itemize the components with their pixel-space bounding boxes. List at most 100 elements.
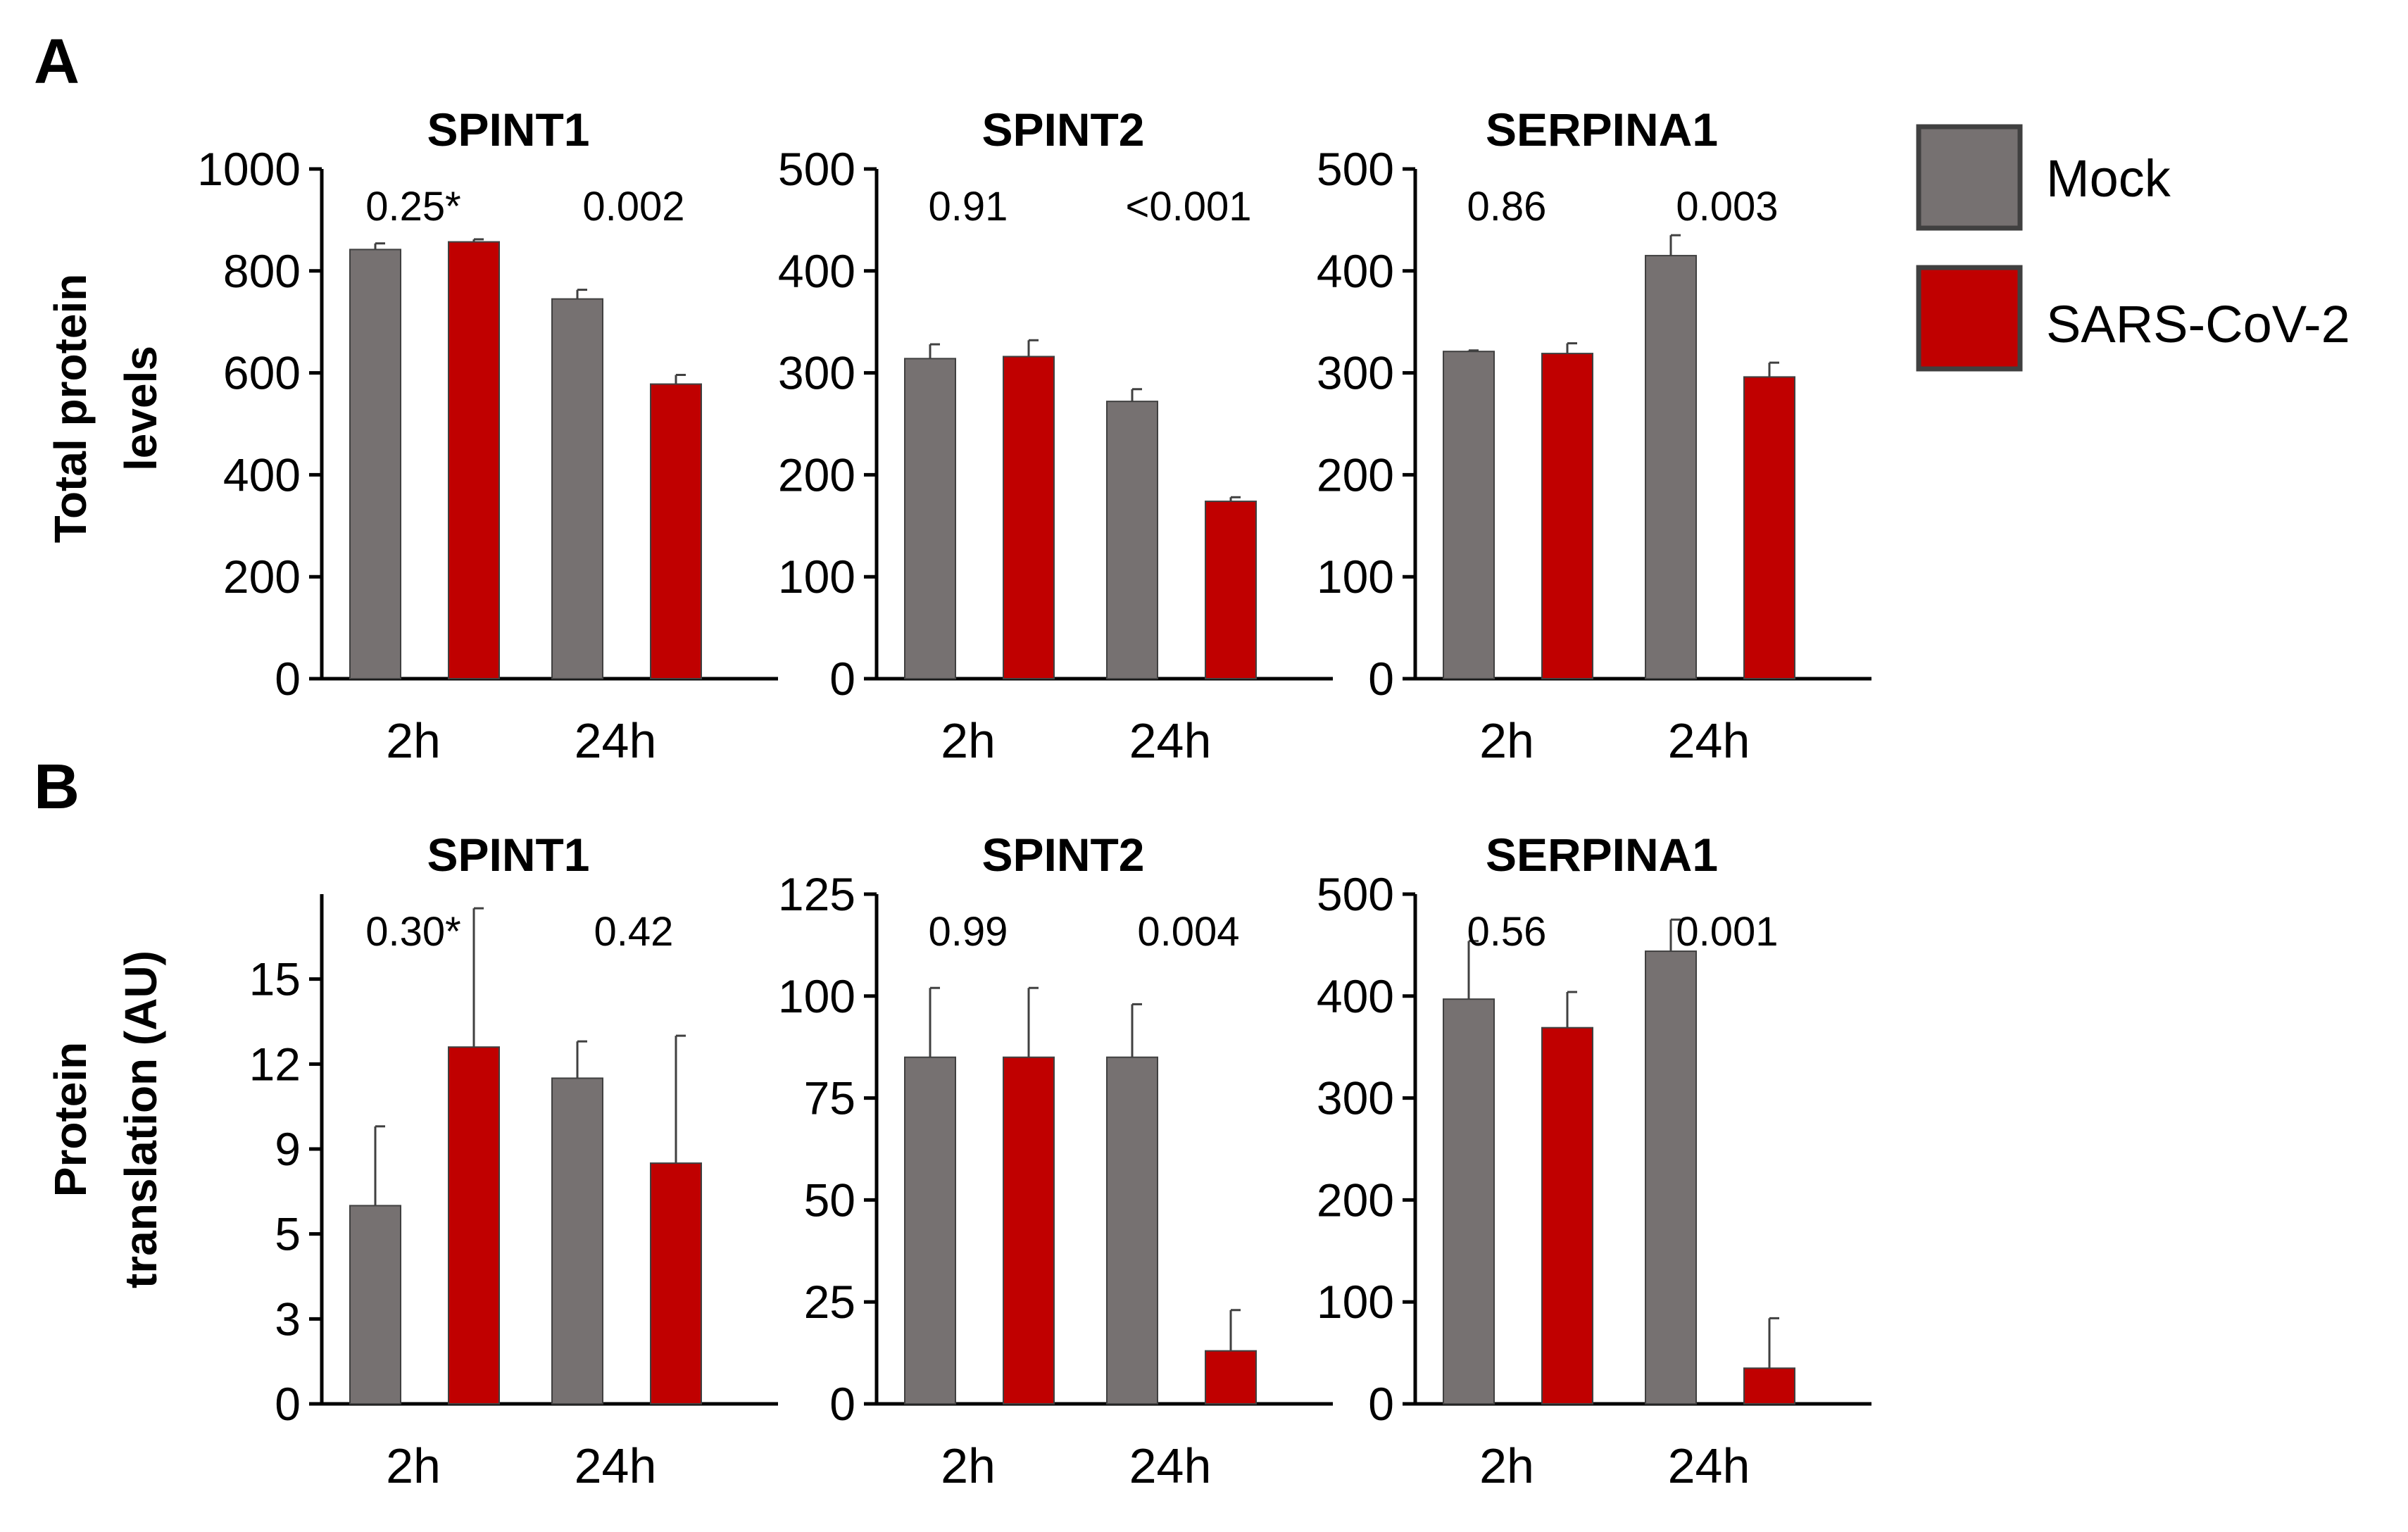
bar-mock-24h: [1645, 255, 1697, 679]
y-tick-label: 600: [223, 347, 301, 399]
bar-sars-2h: [1541, 1026, 1593, 1405]
bar-mock-2h: [349, 249, 401, 679]
y-tick-label: 500: [1317, 868, 1394, 920]
y-tick-label: 9: [275, 1123, 301, 1175]
panel-letter-b: B: [34, 752, 80, 822]
chart-a3: SERPINA1 0 100 200 300 400 500 2h 0.86 24h 0.003: [1317, 103, 1871, 768]
p-value-label: 0.91: [929, 184, 1008, 230]
y-tick-label: 500: [1317, 143, 1394, 195]
y-tick-label: 0: [275, 1378, 301, 1430]
ylabel-a-line1: Total protein: [45, 274, 96, 544]
chart-b3: SERPINA1 0 100 200 300 400 500 2h 0.56 24h 0.001: [1317, 829, 1871, 1493]
p-value-label: 0.56: [1467, 909, 1547, 955]
y-tick-label: 5: [275, 1208, 301, 1260]
x-category-label: 2h: [1479, 1438, 1534, 1493]
p-value-label: 0.99: [929, 909, 1008, 955]
x-category-label: 2h: [941, 713, 996, 768]
legend-swatch-mock: [1916, 124, 2023, 231]
bar-mock-2h: [904, 1056, 956, 1405]
bar-sars-2h: [1541, 353, 1593, 679]
bar-sars-2h: [1003, 1056, 1055, 1405]
bar-mock-2h: [904, 358, 956, 679]
y-tick-label: 400: [1317, 970, 1394, 1022]
y-tick-label: 200: [223, 551, 301, 603]
y-tick-label: 200: [1317, 1174, 1394, 1226]
p-value-label: 0.002: [582, 184, 684, 230]
bar-sars-2h: [448, 241, 500, 680]
y-tick-label: 100: [778, 551, 855, 603]
p-value-label: 0.001: [1676, 909, 1778, 955]
x-category-label: 2h: [1479, 713, 1534, 768]
bar-sars-2h: [1003, 356, 1055, 679]
y-tick-label: 0: [275, 653, 301, 705]
ylabel-b-line1: Protein: [45, 1042, 96, 1197]
x-category-label: 24h: [1668, 1438, 1750, 1493]
y-tick-label: 12: [249, 1038, 301, 1090]
bar-sars-24h: [650, 383, 702, 679]
y-tick-label: 0: [829, 653, 855, 705]
chart-title: SERPINA1: [1486, 103, 1718, 156]
bar-sars-24h: [1743, 1367, 1795, 1405]
chart-title: SPINT1: [427, 103, 589, 156]
legend-label-sars: SARS-CoV-2: [2046, 295, 2350, 353]
y-tick-label: 300: [1317, 347, 1394, 399]
bar-mock-24h: [551, 1077, 603, 1405]
chart-a2: SPINT2 0 100 200 300 400 500 2h 0.91 24h <0.001: [778, 103, 1333, 768]
bar-mock-2h: [349, 1205, 401, 1405]
bar-sars-24h: [650, 1162, 702, 1405]
y-tick-label: 1000: [197, 143, 301, 195]
bar-sars-24h: [1205, 1350, 1257, 1405]
y-tick-label: 3: [275, 1293, 301, 1345]
x-category-label: 2h: [386, 1438, 441, 1493]
bar-mock-24h: [1106, 401, 1158, 679]
chart-a1: SPINT1 0 200 400 600 800 1000 2h 0.25* 24h 0.002: [197, 103, 778, 768]
p-value-label: <0.001: [1125, 184, 1251, 230]
bar-mock-24h: [551, 298, 603, 679]
y-tick-label: 400: [223, 448, 301, 501]
ylabel-b-line2: translation (AU): [115, 950, 166, 1288]
bar-mock-24h: [1645, 950, 1697, 1405]
y-tick-label: 300: [778, 347, 855, 399]
charts: SPINT1020040060080010002h0.25*24h0.002SP…: [197, 103, 1871, 1493]
chart-b2: SPINT2 0 25 50 75 100 125 2h 0.99 24h 0.004: [778, 829, 1333, 1493]
p-value-label: 0.30*: [365, 909, 460, 955]
bar-sars-24h: [1205, 501, 1257, 679]
y-tick-label: 0: [829, 1378, 855, 1430]
y-tick-label: 200: [778, 448, 855, 501]
y-tick-label: 100: [1317, 551, 1394, 603]
x-category-label: 24h: [575, 1438, 657, 1493]
y-tick-label: 50: [804, 1174, 855, 1226]
p-value-label: 0.86: [1467, 184, 1547, 230]
y-tick-label: 200: [1317, 448, 1394, 501]
chart-b1: SPINT1 0 3 5 9 12 15 2h 0.30* 24h 0.42: [249, 829, 778, 1493]
chart-title: SPINT1: [427, 829, 589, 881]
y-tick-label: 15: [249, 953, 301, 1005]
x-category-label: 24h: [1129, 713, 1212, 768]
y-tick-label: 100: [778, 970, 855, 1022]
y-tick-label: 500: [778, 143, 855, 195]
y-tick-label: 25: [804, 1276, 855, 1328]
y-tick-label: 300: [1317, 1072, 1394, 1124]
bar-mock-2h: [1443, 998, 1495, 1405]
legend: Mock SARS-CoV-2: [1916, 124, 2350, 372]
chart-title: SPINT2: [982, 103, 1144, 156]
p-value-label: 0.003: [1676, 184, 1778, 230]
y-tick-label: 75: [804, 1072, 855, 1124]
bar-mock-24h: [1106, 1056, 1158, 1405]
ylabel-a-line2: levels: [115, 346, 166, 471]
y-tick-label: 0: [1368, 1378, 1394, 1430]
x-category-label: 24h: [1129, 1438, 1212, 1493]
bar-mock-2h: [1443, 351, 1495, 679]
y-tick-label: 100: [1317, 1276, 1394, 1328]
x-category-label: 2h: [386, 713, 441, 768]
panel-letter-a: A: [34, 27, 80, 97]
y-tick-label: 400: [1317, 245, 1394, 297]
x-category-label: 2h: [941, 1438, 996, 1493]
y-tick-label: 0: [1368, 653, 1394, 705]
legend-swatch-sars: [1916, 265, 2023, 372]
y-tick-label: 125: [778, 868, 855, 920]
x-category-label: 24h: [575, 713, 657, 768]
legend-label-mock: Mock: [2046, 149, 2171, 208]
bar-sars-2h: [448, 1046, 500, 1405]
